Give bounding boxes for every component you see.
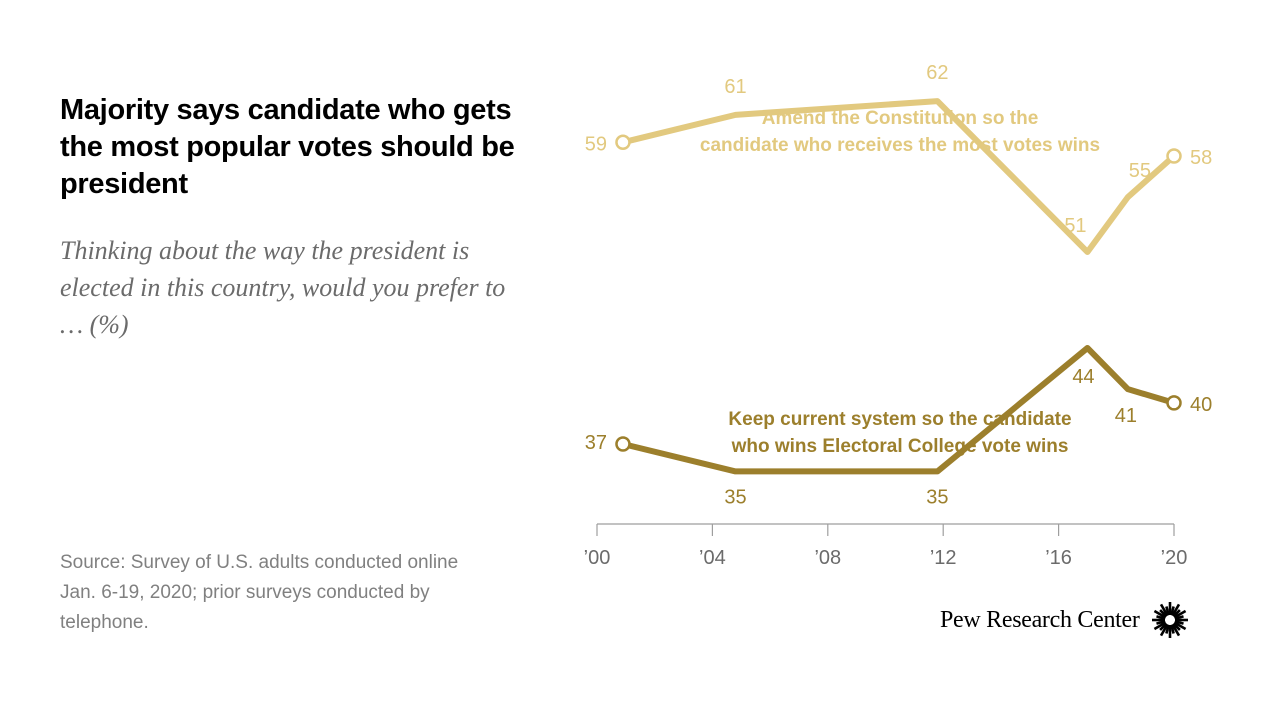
x-tick-label: ’20 xyxy=(1161,547,1188,569)
x-tick-label: ’00 xyxy=(584,547,611,569)
data-point-marker xyxy=(615,436,631,452)
data-point-marker xyxy=(1166,395,1182,411)
brand-name: Pew Research Center xyxy=(940,606,1140,633)
data-point-marker xyxy=(1166,148,1182,164)
series-line xyxy=(619,98,1177,255)
sunburst-icon xyxy=(1151,602,1188,638)
data-label: 51 xyxy=(1064,215,1086,237)
chart-subtitle: Thinking about the way the president is … xyxy=(60,236,506,339)
data-label: 59 xyxy=(585,133,607,155)
data-label: 40 xyxy=(1190,394,1212,416)
data-label: 37 xyxy=(585,432,607,454)
data-label: 35 xyxy=(724,486,746,508)
data-point-marker xyxy=(615,134,631,151)
series-2: 37 35 35 44 41 40 xyxy=(585,345,1212,508)
chart-title: Majority says candidate who gets the mos… xyxy=(60,94,515,200)
data-label: 61 xyxy=(724,76,746,98)
data-label: 35 xyxy=(926,486,948,508)
source-note: Source: Survey of U.S. adults conducted … xyxy=(60,552,459,633)
data-label: 58 xyxy=(1190,147,1212,169)
x-tick-label: ’12 xyxy=(930,547,957,569)
series-name-label: Amend the Constitution so the candidate w… xyxy=(700,108,1100,156)
x-tick-label: ’04 xyxy=(699,547,726,569)
x-tick-label: ’16 xyxy=(1045,547,1072,569)
x-tick-label: ’08 xyxy=(814,547,841,569)
data-label: 41 xyxy=(1115,405,1137,427)
series-line xyxy=(619,345,1177,475)
pew-logo: Pew Research Center xyxy=(940,600,1190,640)
data-label: 62 xyxy=(926,62,948,84)
data-label: 44 xyxy=(1072,366,1094,388)
series-name-label: Keep current system so the candidate who … xyxy=(728,409,1071,457)
data-label: 55 xyxy=(1129,160,1151,182)
series-1: 59 61 62 51 55 58 xyxy=(585,62,1212,255)
